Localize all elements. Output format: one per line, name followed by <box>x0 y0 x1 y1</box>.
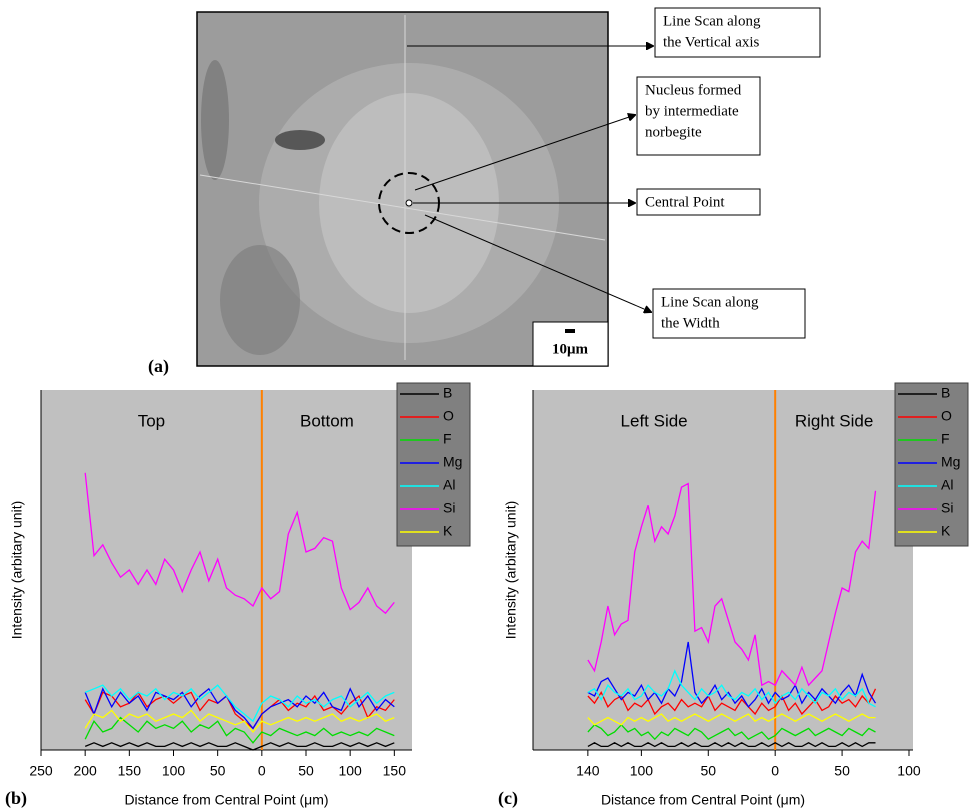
x-tick-label: 150 <box>383 763 407 779</box>
annotation-box <box>654 7 821 58</box>
x-tick-label: 200 <box>73 763 97 779</box>
series-line <box>84 684 395 723</box>
series-line <box>587 669 876 708</box>
legend-box <box>894 382 969 547</box>
annotation-text: Line Scan along <box>661 294 759 310</box>
micrograph <box>196 11 609 367</box>
x-tick-label: 140 <box>576 763 600 779</box>
scale-bar-label: 10μm <box>552 341 589 357</box>
x-tick-label: 100 <box>897 763 921 779</box>
x-tick-label: 50 <box>834 763 850 779</box>
legend-label: O <box>443 408 454 424</box>
annotation-text: Line Scan along <box>663 13 761 29</box>
legend-label: Mg <box>443 454 462 470</box>
series-line <box>84 687 395 730</box>
series-line <box>84 716 395 744</box>
arrows <box>407 46 653 312</box>
x-tick-label: 50 <box>700 763 716 779</box>
x-tick-label: 50 <box>298 763 314 779</box>
legend-label: Al <box>941 477 953 493</box>
y-axis-title: Intensity (arbitary unit) <box>9 501 25 640</box>
series-line <box>84 709 395 734</box>
x-tick-label: 100 <box>630 763 654 779</box>
series-line <box>587 723 876 741</box>
x-tick-label: 0 <box>771 763 779 779</box>
annotation-text: the Width <box>661 315 720 331</box>
plot-area <box>533 390 913 750</box>
legend-label: Si <box>443 500 455 516</box>
annotation-text: Nucleus formed <box>645 82 742 98</box>
x-tick-label: 100 <box>162 763 186 779</box>
annotation-text: the Vertical axis <box>663 34 760 50</box>
legend-label: B <box>443 385 452 401</box>
annotation-box <box>652 288 806 339</box>
series-line <box>587 713 876 726</box>
annotation-box <box>636 76 761 156</box>
legend-label: B <box>941 385 950 401</box>
annotation-text: by intermediate <box>645 103 739 119</box>
x-tick-label: 250 <box>29 763 53 779</box>
region-label: Top <box>138 411 165 430</box>
series-line <box>587 688 877 716</box>
x-axis-title: Distance from Central Point (μm) <box>601 792 805 808</box>
series-line <box>84 742 395 751</box>
legend-label: K <box>941 523 951 539</box>
legend-label: O <box>941 408 952 424</box>
annotation-text: norbegite <box>645 124 702 140</box>
panel-label: (b) <box>5 788 27 809</box>
series-line <box>587 742 876 748</box>
legend-box <box>396 382 471 547</box>
panel-label: (a) <box>148 356 169 377</box>
legend-label: Mg <box>941 454 960 470</box>
region-label: Bottom <box>300 411 354 430</box>
scale-bar: 10μm <box>532 321 609 367</box>
series-line <box>84 472 395 615</box>
y-axis-title: Intensity (arbitary unit) <box>503 501 519 640</box>
annotation-box <box>636 188 761 216</box>
legend-label: Si <box>941 500 953 516</box>
x-tick-label: 150 <box>118 763 142 779</box>
x-tick-label: 100 <box>338 763 362 779</box>
legend-label: K <box>443 523 453 539</box>
series-line <box>587 482 877 687</box>
region-label: Left Side <box>621 411 688 430</box>
legend-label: F <box>443 431 452 447</box>
annotation-text: Central Point <box>645 194 725 210</box>
x-tick-label: 0 <box>258 763 266 779</box>
legend-label: Al <box>443 477 455 493</box>
legend-label: F <box>941 431 950 447</box>
region-label: Right Side <box>795 411 873 430</box>
x-tick-label: 50 <box>210 763 226 779</box>
x-axis-title: Distance from Central Point (μm) <box>124 792 328 808</box>
panel-label: (c) <box>498 788 518 809</box>
